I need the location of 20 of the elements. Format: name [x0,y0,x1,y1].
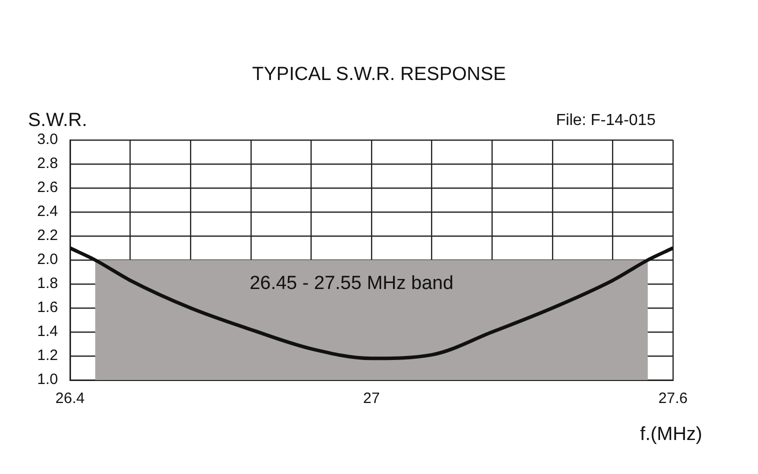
x-tick-label: 27.6 [658,390,688,408]
x-axis-title: f.(MHz) [640,424,702,446]
y-tick-label: 3.0 [37,131,58,148]
y-tick-label: 1.0 [37,371,58,388]
x-tick-label: 27 [363,390,380,408]
annotation: 26.45 - 27.55 MHz band [250,273,454,294]
y-tick-label: 2.4 [37,203,58,220]
y-tick-label: 1.8 [37,275,58,292]
text: File: F-14-015 [556,112,656,130]
y-tick-label: 2.2 [37,227,58,244]
y-tick-label: 1.6 [37,299,58,316]
y-tick-label: 2.0 [37,251,58,268]
chart-title: TYPICAL S.W.R. RESPONSE [251,64,507,86]
line-series [70,246,673,360]
y-tick-label: 2.6 [37,179,58,196]
y-tick-label: 2.8 [37,155,58,172]
y-tick-label: 1.2 [37,347,58,364]
x-tick-label: 26.4 [55,390,85,408]
y-tick-label: 1.4 [37,323,58,340]
y-axis-title: S.W.R. [28,110,88,132]
